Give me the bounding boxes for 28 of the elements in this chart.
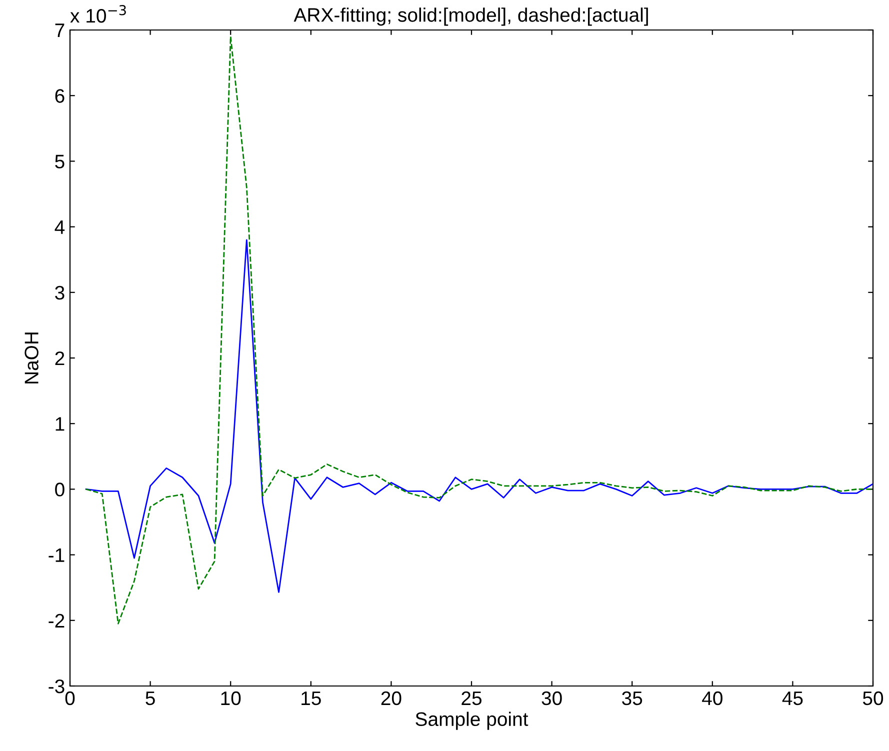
x-axis-title: Sample point [416,712,528,730]
y-tick-label: 1 [56,417,64,431]
y-tick-label: 4 [54,220,65,234]
y-tick-label: -2 [48,614,64,628]
x-tick-label: 10 [221,691,241,706]
x-tick-label: 5 [146,692,155,706]
y-tick-label: 6 [55,89,64,103]
x-tick-label: 15 [302,692,321,706]
x-tick-label: 30 [542,691,562,706]
text: x 10$^{−3}$ [70,4,126,23]
x-tick-label: 40 [702,691,722,706]
x-tick-label: 20 [381,691,402,706]
x-tick-label: 35 [622,691,642,706]
y-tick-label: 3 [55,286,64,300]
y-tick-label: -1 [48,548,64,562]
y-tick-label: 2 [55,351,64,366]
x-tick-label: 0 [65,691,75,706]
x-tick-label: 25 [462,691,482,706]
x-tick-label: 50 [862,691,884,706]
y-tick-label: 0 [55,482,64,496]
y-tick-label: -3 [48,679,64,694]
y-tick-label: 7 [55,24,64,38]
y-tick-label: 5 [55,154,64,168]
y-axis-title: NaOH [24,332,38,384]
chart-title: ARX-fitting; solid:[model], dashed:[actual] [294,8,648,26]
line-series [85,36,873,624]
line-series [85,239,873,593]
x-tick-label: 45 [782,692,803,706]
